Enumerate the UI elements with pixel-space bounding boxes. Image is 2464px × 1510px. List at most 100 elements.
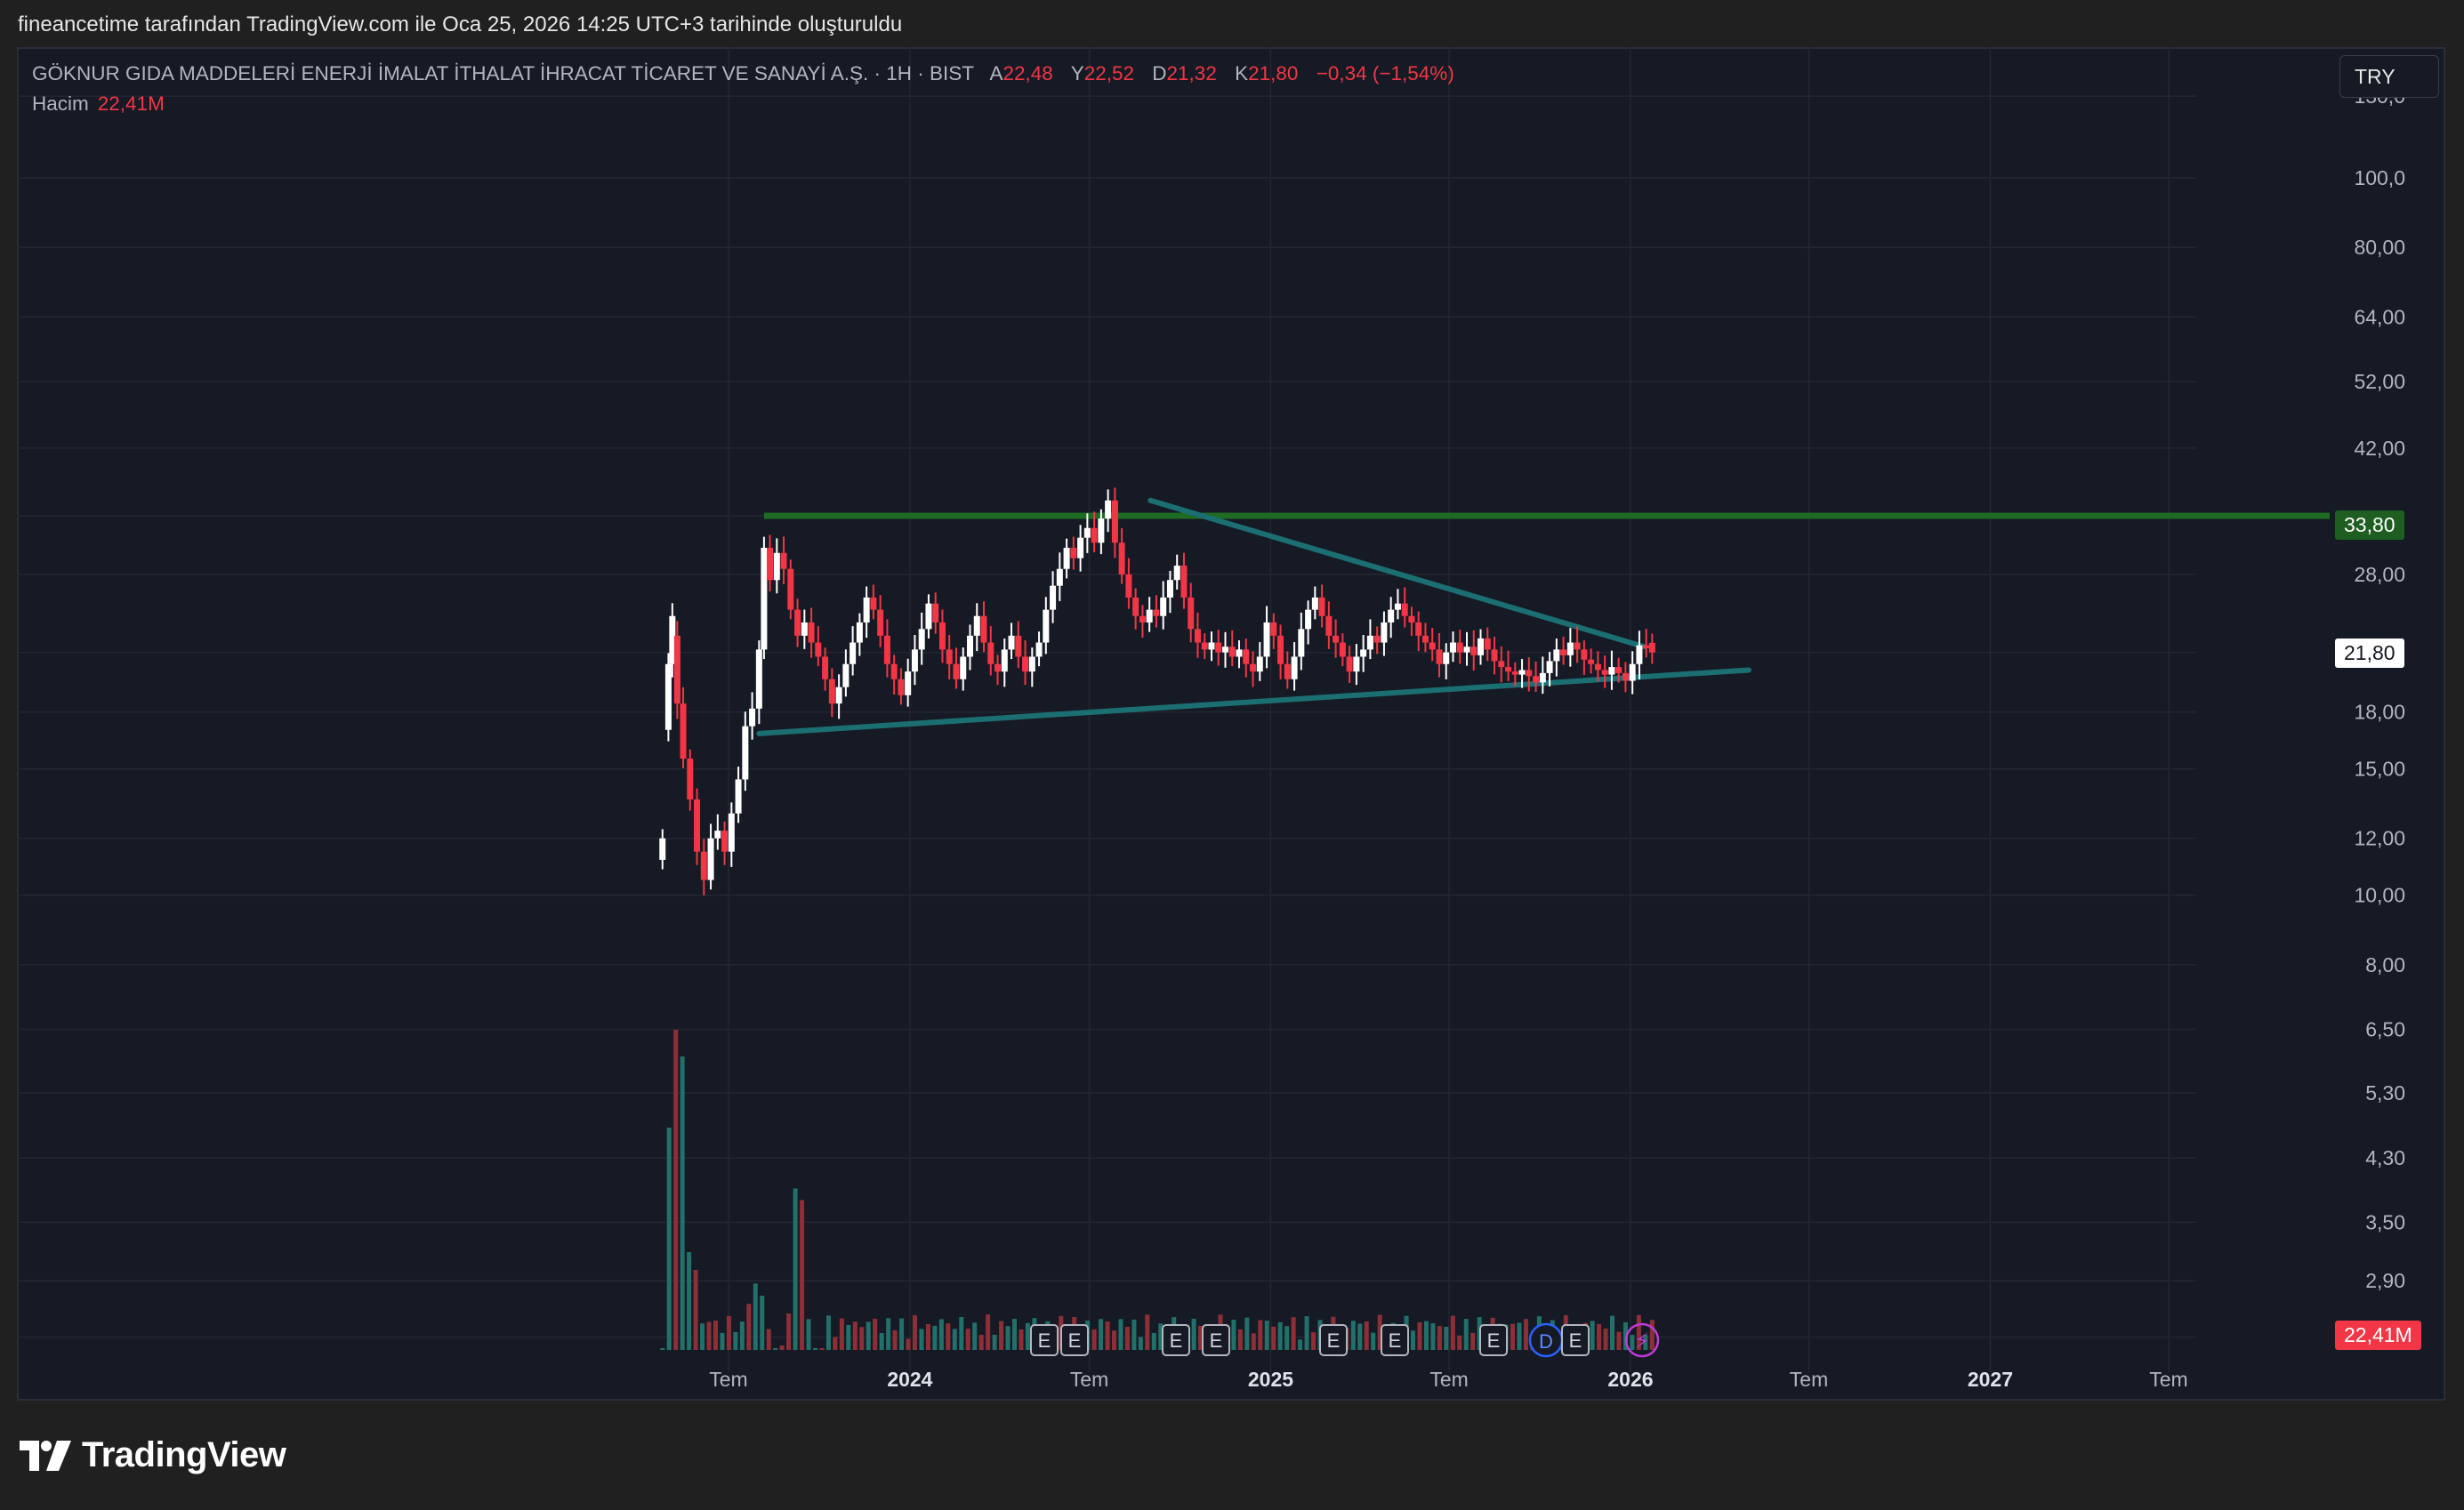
volume-bar xyxy=(1649,1320,1655,1350)
volume-bar xyxy=(906,1338,911,1350)
candle-body xyxy=(673,635,680,704)
candle-body xyxy=(856,622,863,643)
close-value: 21,80 xyxy=(1248,62,1299,84)
candle-body xyxy=(1035,642,1043,657)
low-value: 21,32 xyxy=(1166,62,1217,84)
price-tick-label: 4,30 xyxy=(2365,1146,2405,1169)
volume-bar xyxy=(972,1322,978,1350)
event-marker-label: E xyxy=(1327,1329,1341,1352)
candle-body xyxy=(1546,661,1553,673)
volume-bar xyxy=(1377,1314,1382,1350)
candle-body xyxy=(1533,676,1540,683)
candle-body xyxy=(1015,635,1022,657)
candle-body xyxy=(1139,615,1146,622)
volume-bar xyxy=(946,1323,951,1350)
currency-button[interactable]: TRY xyxy=(2339,55,2439,98)
volume-bar xyxy=(739,1321,745,1350)
time-tick-label: 2024 xyxy=(887,1368,932,1391)
volume-value: 22,41M xyxy=(97,92,165,115)
candle-body xyxy=(925,603,932,630)
volume-bar xyxy=(1231,1319,1236,1350)
candle-body xyxy=(994,663,1002,672)
volume-bar xyxy=(693,1270,698,1350)
candle-body xyxy=(1484,638,1491,650)
candle-body xyxy=(1553,649,1560,662)
price-tick-label: 15,00 xyxy=(2354,758,2405,781)
triangle-trendline xyxy=(1147,497,1647,650)
event-marker-label: E xyxy=(1569,1329,1582,1352)
volume-bar xyxy=(806,1319,811,1350)
candle-body xyxy=(1608,667,1615,675)
price-tick-label: 10,00 xyxy=(2354,884,2405,907)
volume-bar xyxy=(952,1329,957,1350)
volume-bar xyxy=(760,1295,765,1350)
volume-bar xyxy=(819,1348,825,1350)
candle-body xyxy=(1463,647,1470,653)
candle-body xyxy=(1622,672,1629,681)
volume-bar xyxy=(873,1318,878,1350)
candle-body xyxy=(1498,661,1505,668)
candle-body xyxy=(1173,566,1180,581)
volume-bar xyxy=(899,1318,905,1350)
volume-bar xyxy=(1437,1326,1442,1350)
volume-bar xyxy=(1099,1319,1104,1350)
candle-body xyxy=(767,547,774,581)
volume-bar xyxy=(773,1348,778,1350)
candle-body xyxy=(1263,622,1270,657)
candle-body xyxy=(1318,597,1325,616)
price-tick-label: 42,00 xyxy=(2354,437,2405,460)
candle-body xyxy=(1470,647,1478,655)
volume-bar xyxy=(839,1318,844,1350)
time-tick-label: 2025 xyxy=(1248,1368,1293,1391)
volume-bar xyxy=(1198,1325,1204,1350)
candle-body xyxy=(1333,635,1340,643)
volume-bar xyxy=(833,1337,838,1350)
volume-bar xyxy=(932,1325,938,1350)
candle-body xyxy=(980,615,987,643)
event-marker xyxy=(1479,1324,1508,1356)
candlestick-series xyxy=(659,487,1655,896)
volume-bar xyxy=(1636,1314,1641,1350)
volume-bar xyxy=(1517,1322,1522,1350)
event-marker-label: D xyxy=(1539,1330,1553,1353)
candle-body xyxy=(780,552,787,569)
volume-bar xyxy=(1463,1319,1469,1350)
event-marker-label: E xyxy=(1170,1329,1183,1352)
candle-body xyxy=(755,649,762,709)
candle-body xyxy=(1070,547,1077,558)
candle-body xyxy=(938,622,946,650)
volume-bar xyxy=(992,1334,997,1350)
candle-body xyxy=(890,663,898,679)
candle-body xyxy=(1228,647,1236,657)
candle-body xyxy=(1311,597,1318,610)
event-marker xyxy=(1060,1324,1089,1356)
volume-bar xyxy=(1457,1335,1462,1350)
candle-body xyxy=(1188,597,1195,630)
candle-body xyxy=(707,838,714,880)
candle-body xyxy=(1056,568,1063,586)
tradingview-logo-icon xyxy=(20,1440,71,1471)
candle-body xyxy=(1146,609,1153,622)
candle-body xyxy=(1381,622,1388,643)
candle-body xyxy=(700,851,707,880)
time-tick-label: Tem xyxy=(2149,1368,2187,1391)
chart-panel[interactable] xyxy=(17,47,2445,1401)
price-tick-label: 18,00 xyxy=(2354,701,2405,724)
change-value: −0,34 (−1,54%) xyxy=(1316,62,1454,84)
candle-body xyxy=(1077,537,1084,558)
candle-body xyxy=(1125,574,1132,598)
candle-body xyxy=(863,597,870,622)
candle-body xyxy=(721,831,729,852)
price-tick-label: 12,00 xyxy=(2354,827,2405,850)
volume-bar xyxy=(1151,1332,1156,1350)
symbol-legend: GÖKNUR GIDA MADDELERİ ENERJİ İMALAT İTHA… xyxy=(32,62,1454,85)
event-marker xyxy=(1561,1324,1590,1356)
candle-body xyxy=(1028,656,1035,672)
volume-bar xyxy=(1298,1339,1303,1350)
candle-body xyxy=(1539,672,1546,683)
tradingview-logo[interactable]: TradingView xyxy=(20,1435,286,1475)
volume-bar xyxy=(1411,1330,1416,1350)
volume-bar xyxy=(1105,1321,1110,1350)
volume-bar xyxy=(1264,1321,1269,1350)
